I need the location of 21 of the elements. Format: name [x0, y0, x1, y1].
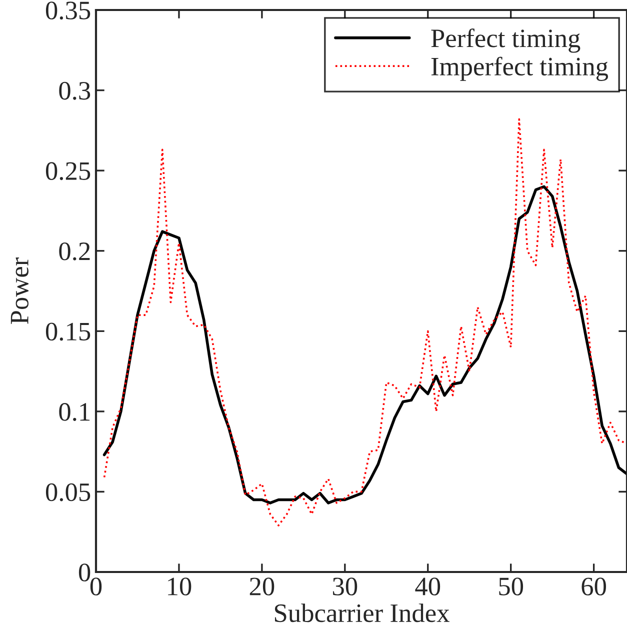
x-tick-label: 30	[332, 578, 358, 596]
y-tick-label: 0.35	[46, 2, 90, 20]
line-series	[102, 185, 627, 504]
x-tick-label: 10	[168, 578, 192, 596]
y-tick-label: 0.25	[46, 162, 90, 180]
x-tick-label: 40	[415, 578, 440, 596]
x-tick-label: 60	[582, 578, 606, 596]
y-tick-label: 0.3	[59, 82, 90, 100]
legend-label: Perfect timing	[431, 28, 580, 53]
x-tick-label: 0	[90, 578, 102, 596]
y-tick-label: 0.1	[59, 403, 90, 421]
legend-label: Imperfect timing	[431, 56, 608, 81]
y-tick-label: 0.15	[46, 322, 90, 341]
x-axis-title: Subcarrier Index	[274, 604, 450, 622]
y-tick-label: 0	[78, 564, 90, 582]
y-tick-label: 0.05	[46, 483, 90, 502]
y-tick-label: 0.2	[59, 242, 90, 260]
x-tick-label: 20	[250, 578, 274, 596]
line-series	[103, 118, 627, 526]
y-axis-title: Power	[10, 258, 28, 324]
x-tick-label: 50	[499, 578, 524, 596]
